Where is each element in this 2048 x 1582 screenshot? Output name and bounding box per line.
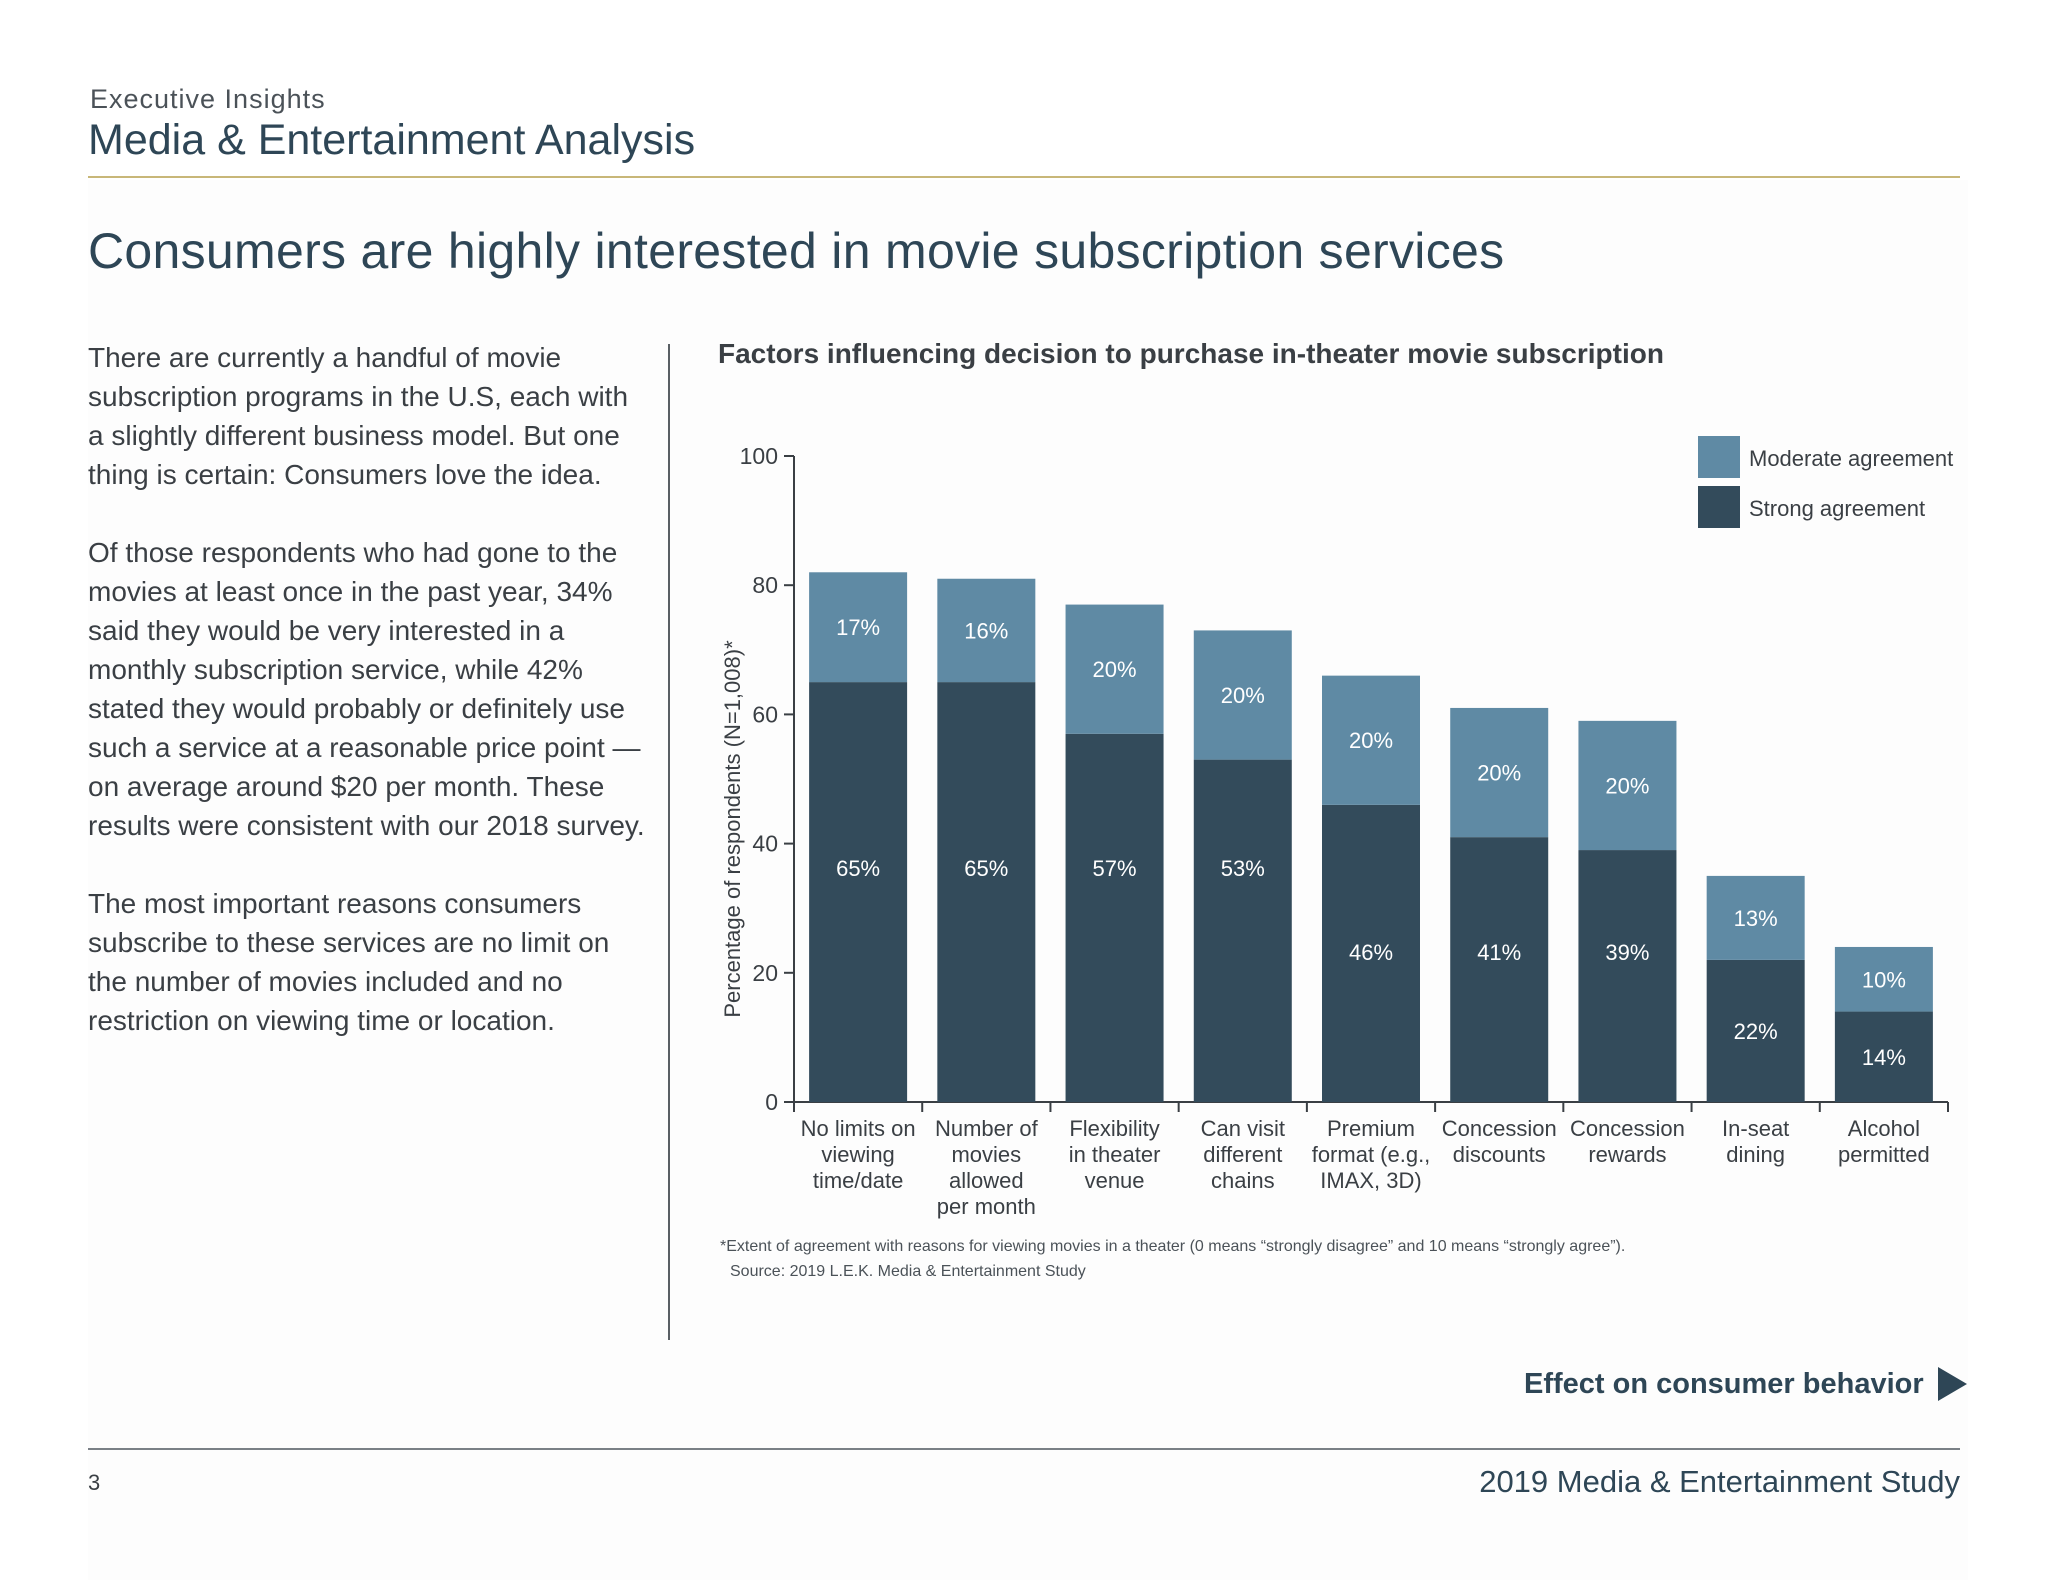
data-label-moderate: 20% xyxy=(1477,761,1521,786)
x-category-label: viewing xyxy=(821,1142,894,1167)
header-divider xyxy=(88,176,1960,178)
chart-source: Source: 2019 L.E.K. Media & Entertainmen… xyxy=(730,1263,1086,1280)
page-number: 3 xyxy=(88,1470,101,1495)
bar-moderate-agreement xyxy=(1450,707,1549,838)
bar-moderate-agreement xyxy=(1322,675,1420,805)
data-label-moderate: 20% xyxy=(1605,773,1649,798)
x-category-label: Concession xyxy=(1442,1116,1557,1141)
chart-footnote: *Extent of agreement with reasons for vi… xyxy=(720,1238,1626,1255)
body-copy: There are currently a handful of movie s… xyxy=(88,338,648,1079)
next-section-label: Effect on consumer behavior xyxy=(1524,1367,1924,1400)
y-tick-label: 0 xyxy=(765,1089,778,1115)
x-category-label: dining xyxy=(1726,1142,1785,1167)
x-category-label: permitted xyxy=(1838,1142,1930,1167)
bar-moderate-agreement xyxy=(1065,604,1164,734)
x-category-label: Can visit xyxy=(1201,1116,1285,1141)
x-category-label: IMAX, 3D) xyxy=(1320,1168,1421,1193)
y-tick-label: 40 xyxy=(752,831,778,857)
bar-moderate-agreement xyxy=(809,572,908,683)
bar-strong-agreement xyxy=(1706,959,1805,1102)
x-category-label: In-seat xyxy=(1722,1116,1789,1141)
bar-moderate-agreement xyxy=(1706,875,1805,960)
x-category-label: Premium xyxy=(1327,1116,1415,1141)
footer-divider xyxy=(88,1448,1960,1450)
data-label-strong: 41% xyxy=(1477,940,1521,965)
data-label-strong: 22% xyxy=(1734,1019,1778,1044)
x-category-label: allowed xyxy=(949,1168,1024,1193)
section-title: Media & Entertainment Analysis xyxy=(88,116,696,164)
y-tick-label: 80 xyxy=(752,572,778,598)
bar-strong-agreement xyxy=(1322,804,1420,1102)
x-category-label: Number of xyxy=(935,1116,1039,1141)
bar-strong-agreement xyxy=(1450,837,1549,1102)
body-paragraph: There are currently a handful of movie s… xyxy=(88,342,629,490)
legend-swatch xyxy=(1698,436,1740,478)
bar-moderate-agreement xyxy=(1578,720,1677,851)
x-category-label: Flexibility xyxy=(1069,1116,1159,1141)
y-axis-label: Percentage of respondents (N=1,008)* xyxy=(720,640,745,1018)
data-label-strong: 65% xyxy=(964,856,1008,881)
footer-title: 2019 Media & Entertainment Study xyxy=(1479,1464,1960,1499)
bar-strong-agreement xyxy=(937,682,1036,1102)
data-label-moderate: 20% xyxy=(1093,657,1137,682)
bar-moderate-agreement xyxy=(937,578,1036,683)
data-label-strong: 46% xyxy=(1349,940,1393,965)
x-category-label: rewards xyxy=(1588,1142,1666,1167)
data-label-moderate: 17% xyxy=(836,615,880,640)
bar-moderate-agreement xyxy=(1193,630,1292,760)
y-tick-label: 100 xyxy=(740,443,778,469)
bar-strong-agreement xyxy=(809,682,908,1102)
body-paragraph: The most important reasons consumers sub… xyxy=(88,888,610,1036)
x-category-label: in theater xyxy=(1069,1142,1161,1167)
legend-label: Strong agreement xyxy=(1749,496,1925,521)
bar-strong-agreement xyxy=(1578,850,1677,1102)
data-label-moderate: 20% xyxy=(1349,728,1393,753)
data-label-moderate: 16% xyxy=(964,618,1008,643)
column-divider xyxy=(668,344,670,1340)
x-category-label: format (e.g., xyxy=(1312,1142,1431,1167)
x-category-label: chains xyxy=(1211,1168,1275,1193)
data-label-moderate: 10% xyxy=(1862,967,1906,992)
legend-swatch xyxy=(1698,486,1740,528)
x-category-label: venue xyxy=(1085,1168,1145,1193)
bar-strong-agreement xyxy=(1193,759,1292,1102)
play-arrow-icon xyxy=(1937,1367,1967,1401)
chart-title: Factors influencing decision to purchase… xyxy=(718,338,1664,369)
y-tick-label: 60 xyxy=(752,701,778,727)
x-category-label: time/date xyxy=(813,1168,904,1193)
legend-label: Moderate agreement xyxy=(1749,446,1953,471)
body-paragraph: Of those respondents who had gone to the… xyxy=(88,537,645,841)
data-label-strong: 57% xyxy=(1093,856,1137,881)
data-label-strong: 65% xyxy=(836,856,880,881)
x-category-label: movies xyxy=(951,1142,1021,1167)
data-label-moderate: 13% xyxy=(1734,906,1778,931)
data-label-strong: 53% xyxy=(1221,856,1265,881)
header-kicker: Executive Insights xyxy=(90,84,326,114)
next-section-link[interactable]: Effect on consumer behavior xyxy=(1524,1367,1967,1401)
x-category-label: different xyxy=(1203,1142,1282,1167)
x-category-label: discounts xyxy=(1453,1142,1546,1167)
y-tick-label: 20 xyxy=(752,960,778,986)
page-headline: Consumers are highly interested in movie… xyxy=(88,223,1505,279)
bar-strong-agreement xyxy=(1834,1011,1933,1102)
bar-strong-agreement xyxy=(1065,733,1164,1102)
data-label-strong: 14% xyxy=(1862,1045,1906,1070)
x-category-label: Alcohol xyxy=(1848,1116,1920,1141)
data-label-moderate: 20% xyxy=(1221,683,1265,708)
x-category-label: Concession xyxy=(1570,1116,1685,1141)
x-category-label: No limits on xyxy=(801,1116,916,1141)
data-label-strong: 39% xyxy=(1605,940,1649,965)
x-category-label: per month xyxy=(937,1194,1036,1219)
bar-moderate-agreement xyxy=(1834,946,1933,1012)
